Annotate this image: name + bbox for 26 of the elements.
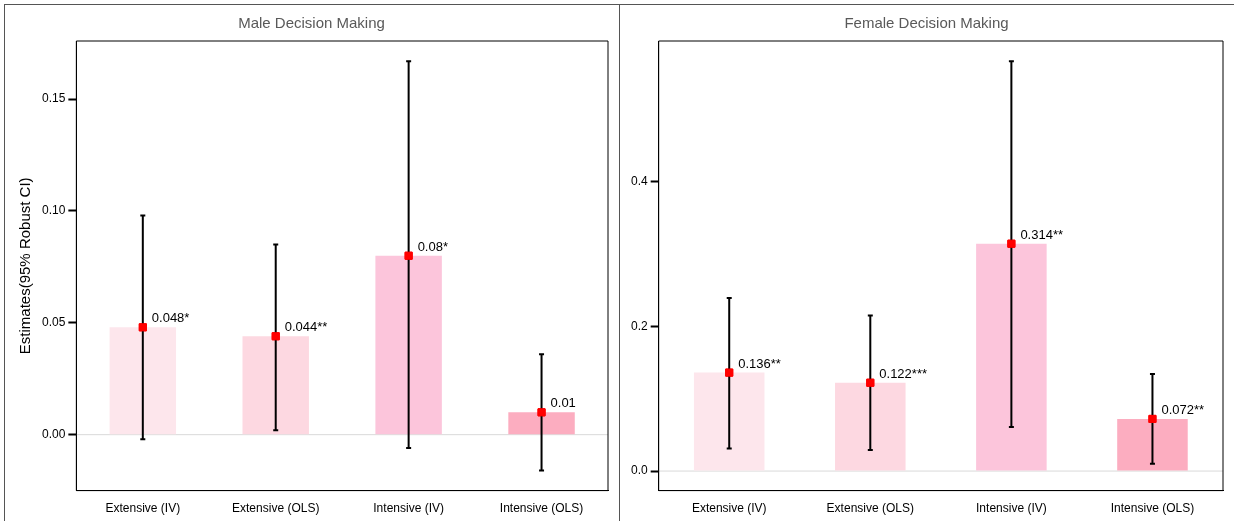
- data-label: 0.044**: [284, 319, 328, 335]
- x-tick-label: Intensive (IV): [373, 501, 444, 516]
- x-tick-label: Extensive (IV): [105, 501, 181, 516]
- data-label: 0.072**: [1161, 402, 1205, 417]
- chart-title: Female Decision Making: [844, 14, 1009, 32]
- y-tick-label: 0.00: [42, 426, 66, 441]
- data-label: 0.048*: [151, 310, 190, 326]
- data-label: 0.08*: [417, 238, 449, 254]
- data-label: 0.314**: [1020, 226, 1064, 242]
- x-tick-label: Intensive (OLS): [499, 501, 584, 516]
- data-label: 0.122***: [879, 365, 928, 381]
- x-tick-label: Extensive (OLS): [232, 501, 320, 516]
- y-tick-label: 0.15: [42, 91, 66, 106]
- chart-title: Male Decision Making: [238, 14, 385, 32]
- y-tick-label: 0.0: [630, 463, 648, 478]
- y-tick-label: 0.4: [630, 173, 648, 188]
- x-tick-label: Extensive (OLS): [826, 501, 914, 516]
- x-tick-label: Extensive (IV): [691, 501, 767, 516]
- y-tick-label: 0.05: [42, 315, 66, 330]
- y-axis-title: Estimates(95% Robust CI): [16, 177, 34, 355]
- data-label: 0.01: [550, 395, 576, 411]
- data-label: 0.136**: [738, 355, 781, 371]
- y-tick-label: 0.10: [42, 203, 66, 218]
- x-tick-label: Intensive (OLS): [1110, 501, 1195, 516]
- y-tick-label: 0.2: [630, 318, 648, 333]
- x-tick-label: Intensive (IV): [976, 501, 1047, 516]
